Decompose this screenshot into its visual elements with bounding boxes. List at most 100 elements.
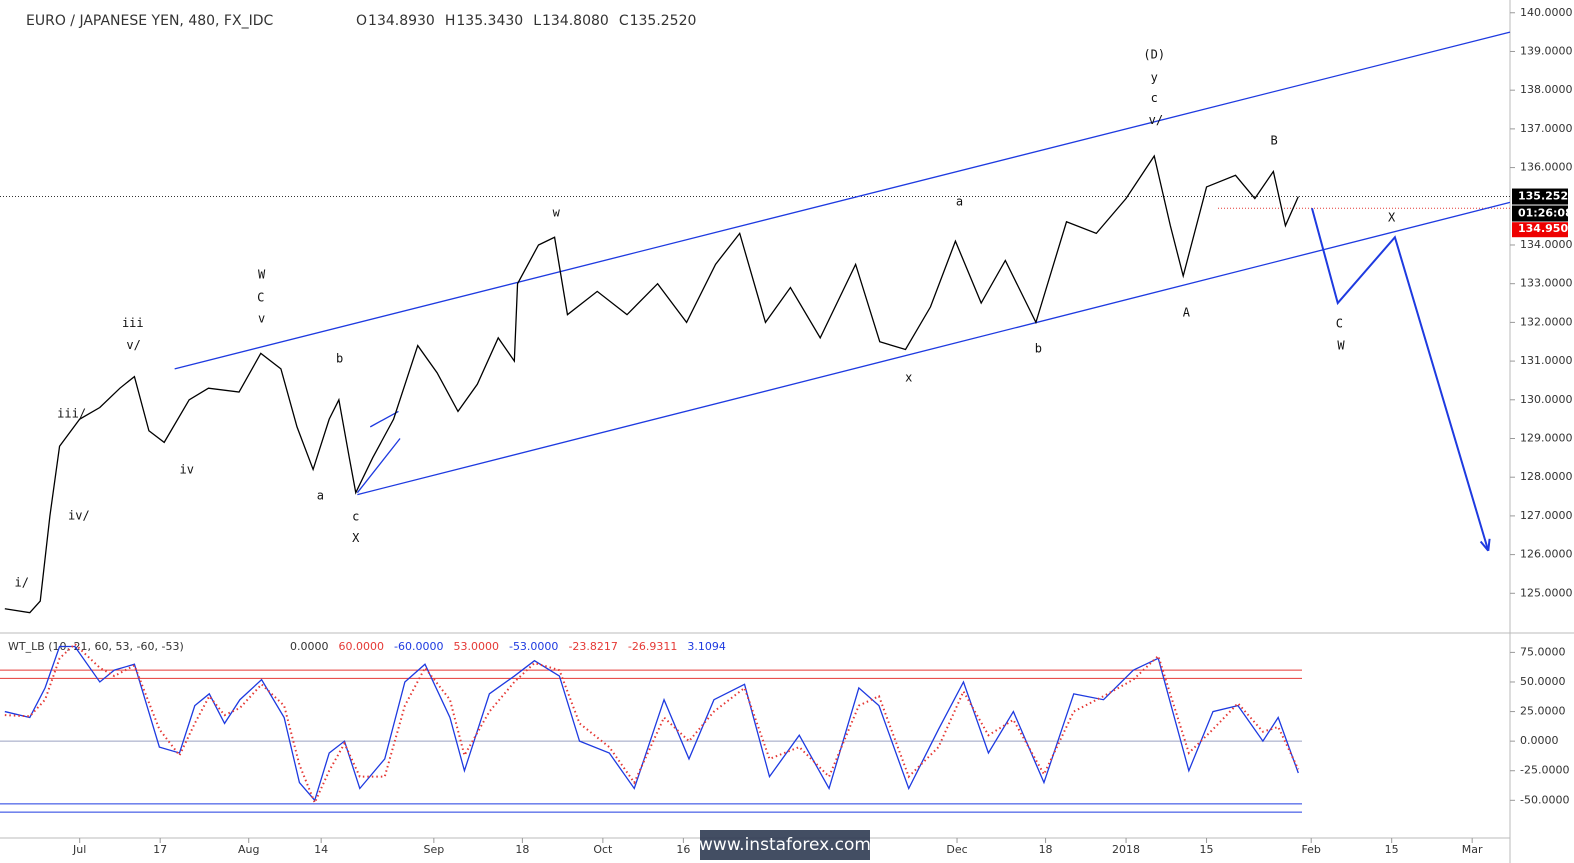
y-tick-label: 138.0000	[1520, 83, 1573, 96]
series-line	[4, 642, 1300, 806]
y-tick-label: 136.0000	[1520, 161, 1573, 174]
wave-label: i/	[15, 576, 29, 590]
indicator-title: WT_LB (10, 21, 60, 53, -60, -53)	[8, 640, 184, 653]
y-tick-label: 132.0000	[1520, 315, 1573, 328]
indicator-value: 0.0000	[290, 640, 329, 653]
stop-box	[1512, 222, 1568, 238]
ohlc-readout: O 134.8930 H 135.3430 L 134.8080 C 135.2520	[356, 13, 696, 29]
wave-label: y	[1151, 70, 1158, 84]
wave-label: b	[1035, 342, 1042, 356]
x-tick-label: 16	[676, 843, 690, 856]
x-tick-label: 17	[153, 843, 167, 856]
y-tick-label: 50.0000	[1520, 675, 1566, 688]
y-tick-label: 133.0000	[1520, 277, 1573, 290]
y-tick-label: 137.0000	[1520, 122, 1573, 135]
x-tick-label: Mar	[1462, 843, 1483, 856]
wave-label: X	[1388, 210, 1396, 224]
y-tick-label: 139.0000	[1520, 44, 1573, 57]
trendline	[1311, 207, 1490, 552]
wave-label: (D)	[1143, 47, 1165, 61]
x-tick-label: 14	[314, 843, 328, 856]
series-line	[4, 154, 1299, 614]
arrow-head	[1479, 538, 1491, 552]
wave-label: C	[257, 291, 264, 305]
x-tick-label: 18	[515, 843, 529, 856]
x-tick-label: 15	[1200, 843, 1214, 856]
y-tick-label: 130.0000	[1520, 393, 1573, 406]
wave-label: C	[1336, 316, 1343, 330]
wave-label: c	[1151, 91, 1158, 105]
y-tick-label: -50.0000	[1520, 793, 1569, 806]
indicator-value: 60.0000	[339, 640, 385, 653]
x-tick-label: Jul	[72, 843, 86, 856]
trendline	[369, 410, 399, 428]
wave-label: iv	[180, 463, 194, 477]
indicator-value: 3.1094	[687, 640, 726, 653]
y-tick-label: 128.0000	[1520, 470, 1573, 483]
wave-label: c	[352, 510, 359, 524]
wave-label: X	[352, 531, 360, 545]
ohlc-value: 134.8930	[368, 13, 435, 29]
y-tick-label: 134.0000	[1520, 238, 1573, 251]
ohlc-value: 135.2520	[630, 13, 697, 29]
x-tick-label: 2018	[1112, 843, 1140, 856]
series-line	[4, 645, 1299, 802]
ohlc-key: O	[356, 13, 367, 29]
wave-label: v	[258, 311, 265, 325]
wave-label: B	[1271, 133, 1278, 147]
wave-label: b	[336, 352, 343, 366]
stop-label: 134.9500	[1518, 222, 1574, 235]
wave-label: v/	[126, 338, 140, 352]
trendline	[174, 31, 1511, 370]
wave-label: W	[258, 268, 266, 282]
wave-label: W	[1337, 338, 1345, 352]
wave-label: iii	[122, 316, 144, 330]
ohlc-key: C	[619, 13, 629, 29]
ohlc-value: 134.8080	[542, 13, 609, 29]
indicator-value: -60.0000	[394, 640, 443, 653]
last-price-label: 135.2520	[1518, 190, 1574, 203]
wave-label: a	[317, 489, 324, 503]
ohlc-key: L	[533, 13, 541, 29]
countdown: 01:26:08	[1518, 207, 1573, 220]
indicator-value: -26.9311	[628, 640, 677, 653]
x-tick-label: Feb	[1301, 843, 1320, 856]
x-tick-label: Dec	[946, 843, 967, 856]
y-tick-label: -25.0000	[1520, 764, 1569, 777]
x-tick-label: Oct	[593, 843, 613, 856]
wave-label: A	[1183, 306, 1191, 320]
indicator-value: -53.0000	[509, 640, 558, 653]
x-tick-label: 15	[1385, 843, 1399, 856]
wave-label: v/	[1149, 113, 1163, 127]
wave-label: w	[553, 205, 561, 219]
x-tick-label: Aug	[238, 843, 259, 856]
x-tick-label: Sep	[423, 843, 444, 856]
indicator-legend: WT_LB (10, 21, 60, 53, -60, -53) 0.0000 60…	[8, 640, 726, 653]
y-tick-label: 131.0000	[1520, 354, 1573, 367]
trendline	[356, 438, 401, 494]
wave-label: x	[905, 371, 912, 385]
x-tick-label: 18	[1039, 843, 1053, 856]
last-price-box	[1512, 188, 1568, 205]
trendline	[357, 201, 1511, 496]
indicator-value: -23.8217	[568, 640, 617, 653]
y-tick-label: 25.0000	[1520, 705, 1566, 718]
y-tick-label: 125.0000	[1520, 586, 1573, 599]
y-tick-label: 75.0000	[1520, 645, 1566, 658]
indicator-value: 53.0000	[453, 640, 499, 653]
wave-label: iv/	[68, 508, 90, 522]
watermark: www.instaforex.com	[699, 835, 871, 855]
y-tick-label: 0.0000	[1520, 734, 1559, 747]
y-tick-label: 127.0000	[1520, 509, 1573, 522]
symbol-title: EURO / JAPANESE YEN, 480, FX_IDC	[26, 13, 273, 29]
ohlc-key: H	[445, 13, 456, 29]
wave-label: a	[956, 195, 963, 209]
y-tick-label: 129.0000	[1520, 431, 1573, 444]
y-tick-label: 126.0000	[1520, 548, 1573, 561]
watermark-box	[700, 830, 870, 860]
countdown-box	[1512, 205, 1568, 222]
y-tick-label: 140.0000	[1520, 6, 1573, 19]
wave-label: iii/	[57, 407, 86, 421]
